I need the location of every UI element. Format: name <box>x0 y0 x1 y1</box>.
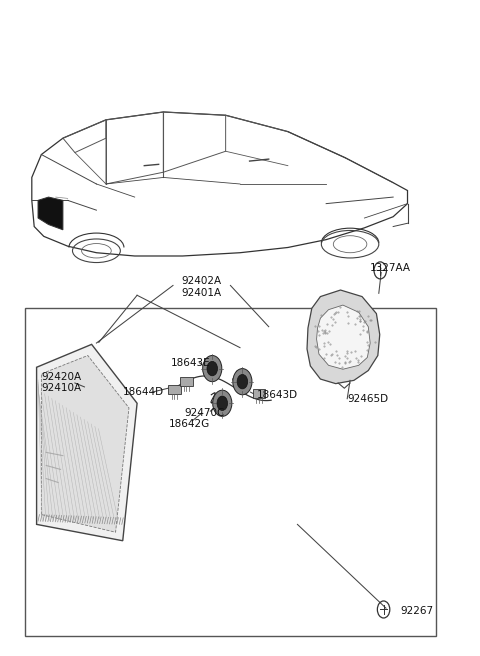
Polygon shape <box>317 305 370 369</box>
Text: 18642G: 18642G <box>169 419 210 429</box>
Text: 18643E: 18643E <box>170 358 210 368</box>
Bar <box>253 389 265 398</box>
Text: 92410A: 92410A <box>41 383 82 393</box>
Text: 92420A: 92420A <box>41 372 82 382</box>
Text: 92470C: 92470C <box>184 408 224 418</box>
Polygon shape <box>41 356 129 532</box>
Polygon shape <box>36 344 137 541</box>
Circle shape <box>217 396 228 411</box>
Polygon shape <box>38 197 63 230</box>
Bar <box>24 308 436 636</box>
Text: 1327AA: 1327AA <box>370 263 411 273</box>
Text: 92402A: 92402A <box>181 276 222 286</box>
Circle shape <box>213 390 232 417</box>
Text: 92267: 92267 <box>400 605 433 616</box>
Text: 18644D: 18644D <box>123 387 164 397</box>
Circle shape <box>237 375 248 389</box>
Circle shape <box>233 369 252 395</box>
Polygon shape <box>307 290 380 384</box>
Bar <box>168 385 180 394</box>
Circle shape <box>203 356 222 382</box>
Text: 92401A: 92401A <box>181 287 222 298</box>
Bar <box>180 377 192 386</box>
Text: 92465D: 92465D <box>348 394 389 403</box>
Text: 18643D: 18643D <box>257 390 298 400</box>
Circle shape <box>207 361 217 376</box>
